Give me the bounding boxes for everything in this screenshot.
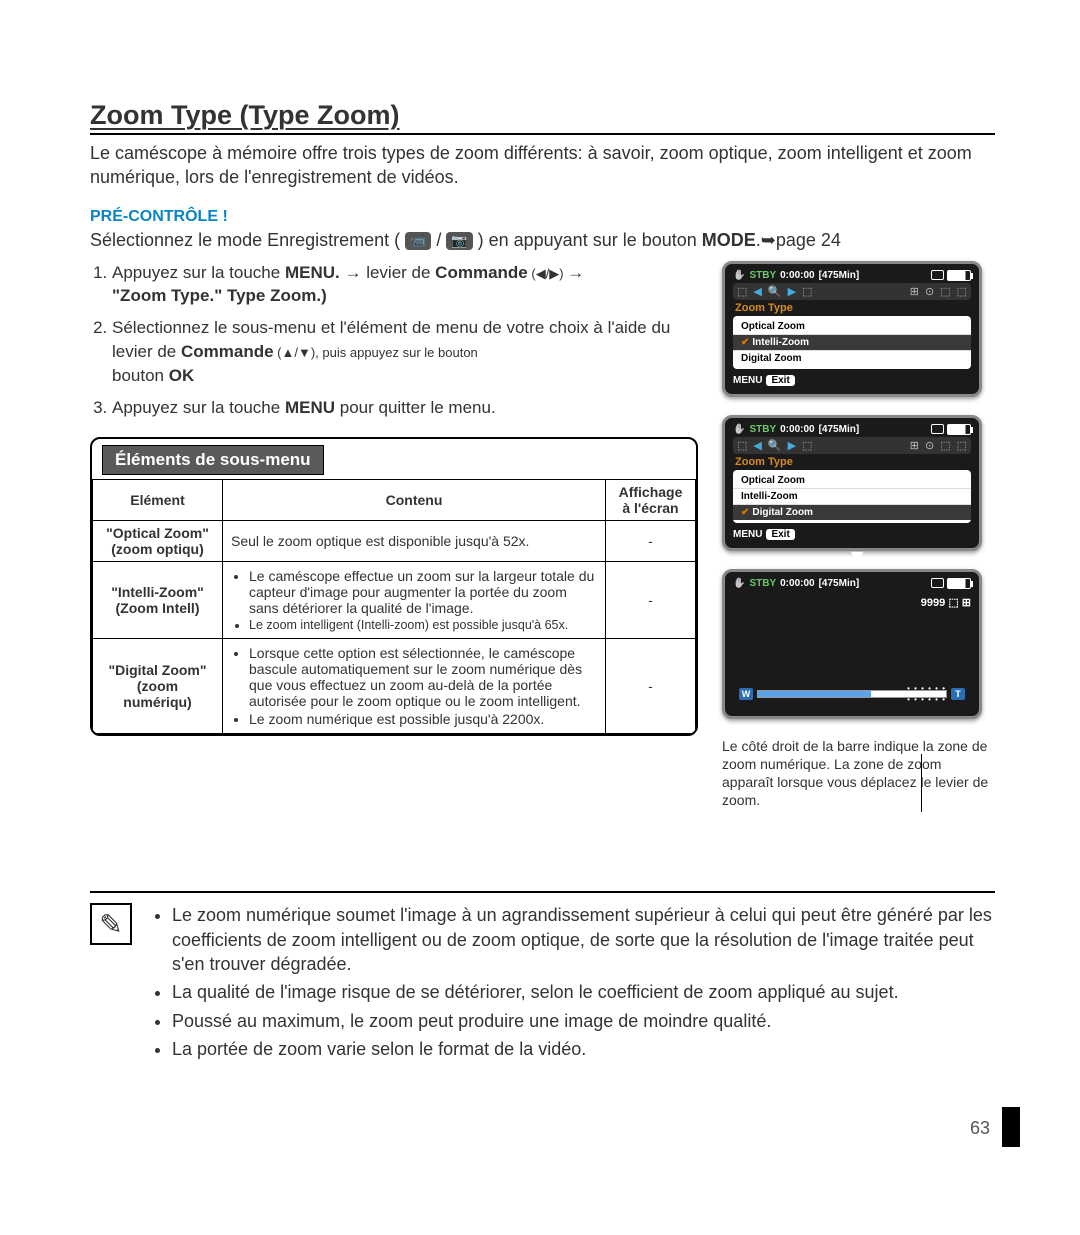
pre-control-heading: PRÉ-CONTRÔLE ! xyxy=(90,208,995,226)
page-number: 63 xyxy=(970,1118,990,1139)
hand-icon xyxy=(733,578,745,589)
row-digital-disp: - xyxy=(606,639,696,734)
card-icon xyxy=(931,424,944,434)
submenu-box: Éléments de sous-menu Elément Contenu Af… xyxy=(90,437,698,736)
card-icon xyxy=(931,578,944,588)
lcd-icon-row: ⬚◀🔍▶⬚⊞⊙⬚⬚ xyxy=(733,283,971,300)
row-optical-disp: - xyxy=(606,521,696,562)
row-optical-content: Seul le zoom optique est disponible jusq… xyxy=(223,521,606,562)
callout-line xyxy=(921,754,922,812)
battery-icon xyxy=(947,424,971,435)
col-content: Contenu xyxy=(223,480,606,521)
step-3: Appuyez sur la touche MENU pour quitter … xyxy=(112,396,698,420)
note-4: La portée de zoom varie selon le format … xyxy=(172,1037,995,1061)
lcd-screenshot-3: STBY 0:00:00 [475Min] 9999 ⬚ ⊞ ▶ W • • •… xyxy=(722,569,982,719)
zoom-bar-note: Le côté droit de la barre indique la zon… xyxy=(722,737,995,810)
photo-count-icons: ⬚ ⊞ xyxy=(948,597,971,609)
exit-button: Exit xyxy=(766,529,794,540)
menu-optical: Optical Zoom xyxy=(733,319,971,335)
step-1: Appuyez sur la touche MENU. → levier de … xyxy=(112,261,698,309)
row-digital-content: Lorsque cette option est sélectionnée, l… xyxy=(223,639,606,734)
page-edge-tab xyxy=(1002,1107,1020,1147)
menu-digital-selected: ✔Digital Zoom xyxy=(733,505,971,520)
card-icon xyxy=(931,270,944,280)
row-intelli-disp: - xyxy=(606,562,696,639)
page-title: Zoom Type (Type Zoom) xyxy=(90,100,995,135)
col-element: Elément xyxy=(93,480,223,521)
submenu-table: Elément Contenu Affichage à l'écran "Opt… xyxy=(92,479,696,734)
page-ref-arrow-icon xyxy=(761,230,776,251)
photo-mode-icon: 📷 xyxy=(446,232,472,250)
battery-icon xyxy=(947,578,971,589)
row-intelli-content: Le caméscope effectue un zoom sur la lar… xyxy=(223,562,606,639)
notes-section: ✎ Le zoom numérique soumet l'image à un … xyxy=(90,891,995,1065)
lcd-screenshot-1: STBY 0:00:00 [475Min] ⬚◀🔍▶⬚⊞⊙⬚⬚ Zoom Typ… xyxy=(722,261,982,397)
submenu-header: Éléments de sous-menu xyxy=(102,445,324,475)
zoom-bar: W • • • • • • • • • • • • T xyxy=(739,688,965,700)
lcd-screenshot-2: STBY 0:00:00 [475Min] ⬚◀🔍▶⬚⊞⊙⬚⬚ Zoom Typ… xyxy=(722,415,982,551)
mode-instruction: Sélectionnez le mode Enregistrement ( 📹 … xyxy=(90,230,995,251)
battery-icon xyxy=(947,270,971,281)
exit-button: Exit xyxy=(766,375,794,386)
step-2: Sélectionnez le sous-menu et l'élément d… xyxy=(112,316,698,387)
video-mode-icon: 📹 xyxy=(405,232,431,250)
row-intelli-elem: "Intelli-Zoom" (Zoom Intell) xyxy=(93,562,223,639)
zoom-wide-label: W xyxy=(739,688,753,700)
note-3: Poussé au maximum, le zoom peut produire… xyxy=(172,1009,995,1033)
row-digital-elem: "Digital Zoom" (zoom numériqu) xyxy=(93,639,223,734)
zoom-type-label: Zoom Type xyxy=(735,456,971,468)
zoom-type-label: Zoom Type xyxy=(735,302,971,314)
note-1: Le zoom numérique soumet l'image à un ag… xyxy=(172,903,995,976)
steps-list: Appuyez sur la touche MENU. → levier de … xyxy=(90,261,698,420)
zoom-tele-label: T xyxy=(951,688,965,700)
zoom-pointer-icon: ▶ xyxy=(848,551,868,563)
row-optical-elem: "Optical Zoom" (zoom optiqu) xyxy=(93,521,223,562)
menu-digital: Digital Zoom xyxy=(733,351,971,366)
hand-icon xyxy=(733,424,745,435)
menu-intelli: Intelli-Zoom xyxy=(733,489,971,505)
intro-text: Le caméscope à mémoire offre trois types… xyxy=(90,141,995,190)
menu-optical: Optical Zoom xyxy=(733,473,971,489)
hand-icon xyxy=(733,270,745,281)
menu-intelli-selected: ✔Intelli-Zoom xyxy=(733,335,971,351)
note-icon: ✎ xyxy=(90,903,132,945)
col-display: Affichage à l'écran xyxy=(606,480,696,521)
note-2: La qualité de l'image risque de se détér… xyxy=(172,980,995,1004)
lcd-icon-row: ⬚◀🔍▶⬚⊞⊙⬚⬚ xyxy=(733,437,971,454)
